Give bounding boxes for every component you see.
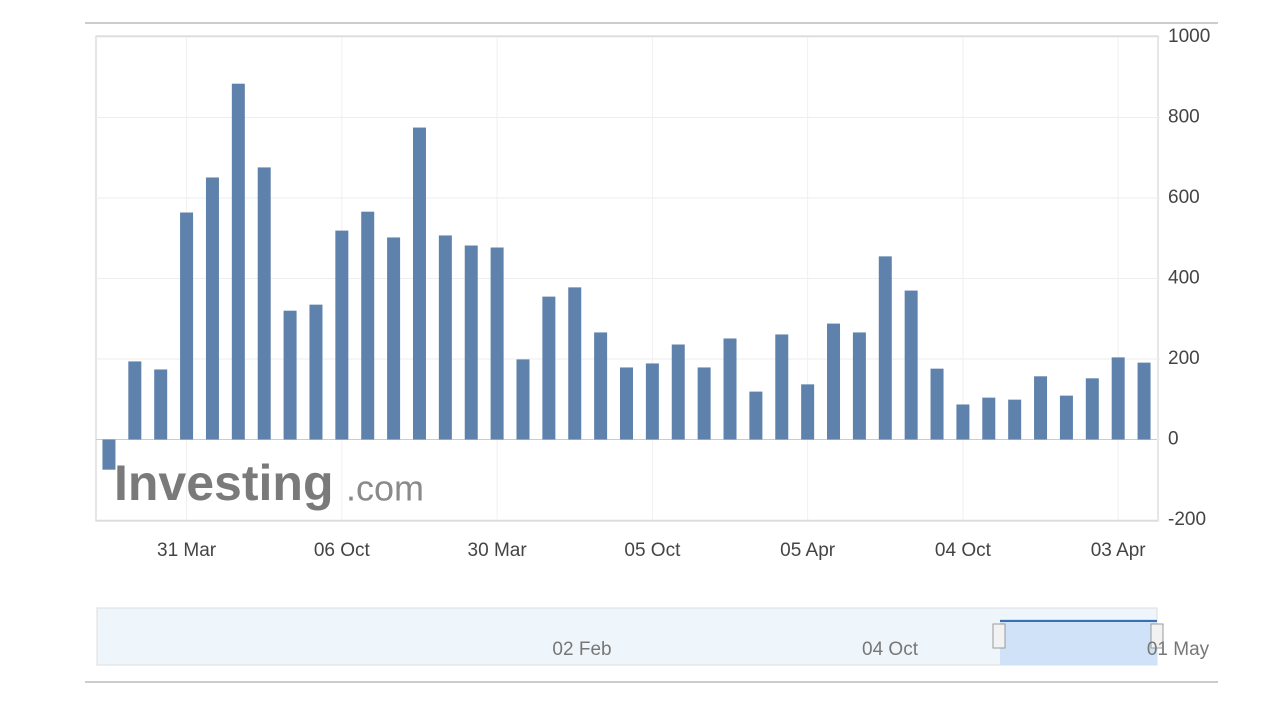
- bar: [387, 237, 401, 440]
- bar: [594, 332, 608, 440]
- navigator-label: 01 May: [1147, 639, 1210, 660]
- bar: [1034, 376, 1048, 440]
- x-tick-label: 05 Apr: [780, 540, 836, 561]
- bar: [361, 211, 375, 440]
- bar: [516, 359, 530, 440]
- bar: [231, 83, 245, 440]
- bar: [257, 167, 271, 440]
- bar: [1008, 399, 1022, 440]
- bar: [723, 338, 737, 440]
- y-tick-label: 800: [1168, 107, 1200, 128]
- y-tick-label: -200: [1168, 509, 1206, 530]
- bar: [852, 332, 866, 440]
- bar: [205, 177, 219, 440]
- watermark-brand: Investing: [114, 455, 333, 511]
- bar: [490, 247, 504, 440]
- bar: [1111, 357, 1125, 440]
- y-tick-label: 600: [1168, 187, 1200, 208]
- y-tick-label: 0: [1168, 429, 1179, 450]
- bar: [102, 439, 116, 470]
- y-tick-label: 1000: [1168, 26, 1210, 47]
- bar: [1137, 362, 1151, 440]
- bar: [697, 367, 711, 440]
- x-tick-label: 04 Oct: [935, 540, 992, 561]
- watermark-suffix: .com: [346, 468, 424, 509]
- x-tick-label: 06 Oct: [314, 540, 371, 561]
- bar: [542, 296, 556, 440]
- bar: [412, 127, 426, 440]
- bar: [956, 404, 970, 440]
- bar: [154, 369, 168, 440]
- y-tick-label: 200: [1168, 348, 1200, 369]
- bar: [904, 290, 918, 440]
- bar: [671, 344, 685, 440]
- bar: [309, 304, 323, 440]
- bar: [982, 397, 996, 440]
- navigator-label: 04 Oct: [862, 639, 919, 660]
- bar: [620, 367, 633, 440]
- bar: [438, 235, 452, 440]
- bar: [801, 384, 815, 440]
- bar: [464, 245, 478, 440]
- grid: [96, 36, 1160, 521]
- navigator-label: 02 Feb: [552, 639, 611, 660]
- bar: [335, 230, 349, 440]
- navigator-handle[interactable]: [1150, 623, 1164, 649]
- bar: [775, 334, 789, 440]
- x-tick-label: 05 Oct: [624, 540, 681, 561]
- bar: [128, 361, 142, 440]
- navigator-selection[interactable]: [1000, 619, 1157, 665]
- bar: [1059, 395, 1073, 440]
- x-tick-label: 31 Mar: [157, 540, 217, 561]
- navigator-handle[interactable]: [992, 623, 1006, 649]
- bar: [283, 310, 297, 440]
- bar: [878, 256, 892, 440]
- bar: [749, 391, 763, 440]
- bar: [1085, 378, 1099, 440]
- bar: [827, 323, 841, 440]
- bar: [930, 368, 944, 440]
- bars: [102, 83, 1151, 470]
- x-tick-label: 03 Apr: [1091, 540, 1147, 561]
- navigator[interactable]: [96, 607, 1158, 666]
- y-tick-label: 400: [1168, 268, 1200, 289]
- bar: [645, 363, 659, 440]
- x-tick-label: 30 Mar: [468, 540, 528, 561]
- bar: [180, 212, 194, 440]
- bar: [568, 287, 582, 440]
